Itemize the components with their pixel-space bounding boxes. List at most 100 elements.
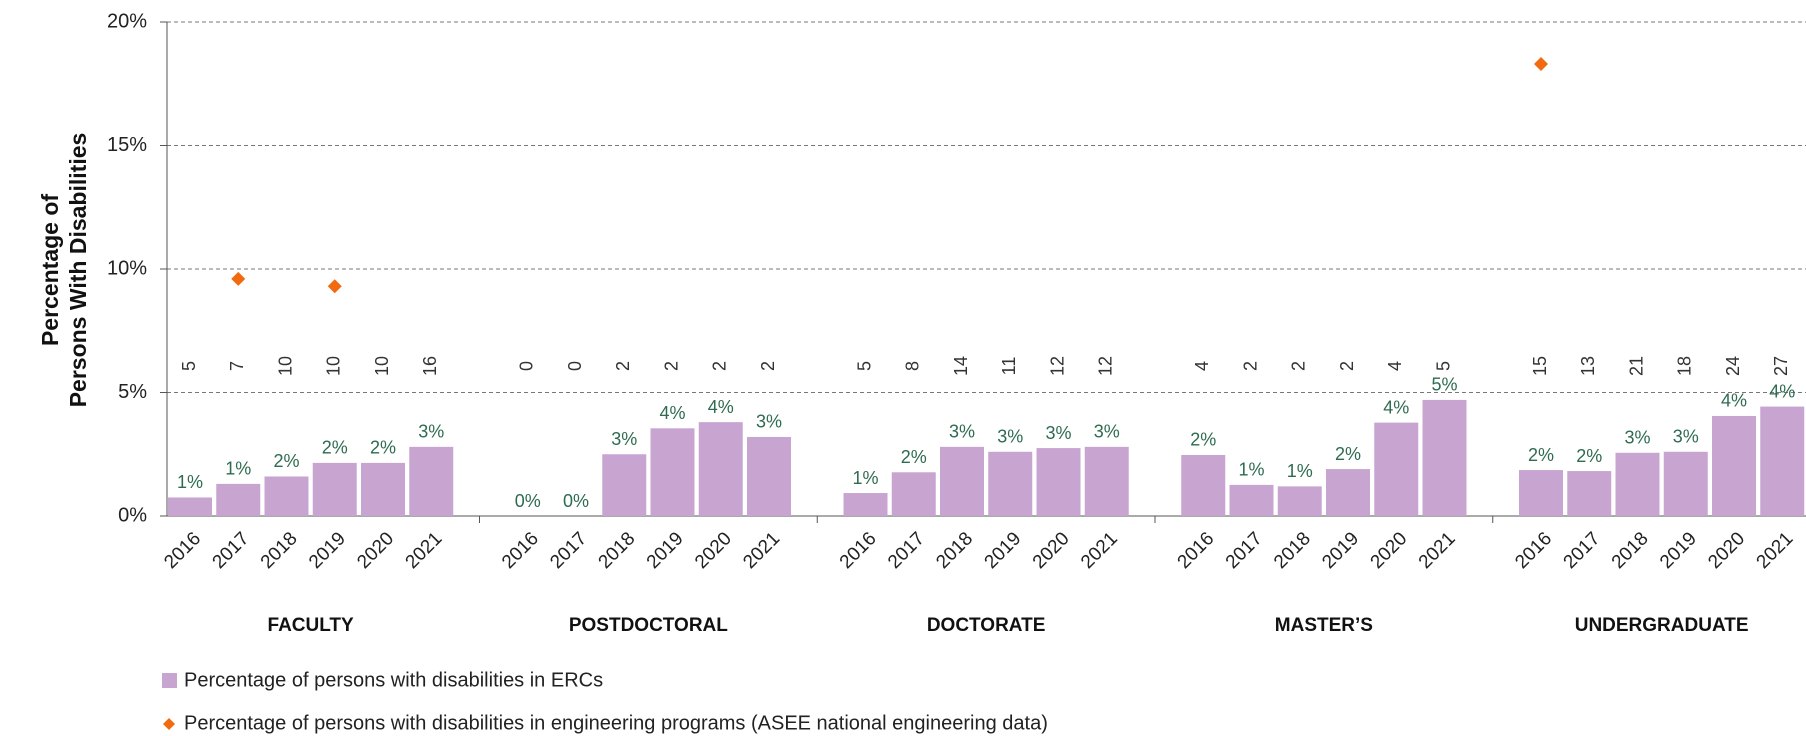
diamond [231,271,246,286]
value-label: 2% [1335,444,1361,464]
y-tick-label: 15% [107,134,147,156]
legend-swatch [163,718,175,730]
value-label: 3% [756,412,782,432]
value-label: 1% [852,468,878,488]
value-label: 0% [515,491,541,511]
value-label: 2% [370,438,396,458]
legend-label: Percentage of persons with disabilities … [184,712,1048,734]
bar [1374,422,1419,516]
value-label: 1% [225,459,251,479]
bar [940,446,984,516]
count-label: 8 [903,361,923,371]
count-label: 14 [951,356,971,376]
value-label: 2% [1528,445,1554,465]
count-label: 2 [1289,361,1309,371]
value-label: 4% [708,397,734,417]
bar [1084,446,1129,516]
count-label: 0 [565,361,585,371]
value-label: 3% [949,422,975,442]
value-label: 3% [997,427,1023,447]
bar [1712,415,1756,516]
x-tick-label: 2018 [595,528,640,573]
y-axis-label: Percentage of [37,194,63,346]
x-tick-label: 2019 [305,528,350,573]
x-tick-label: 2021 [1077,528,1122,573]
value-label: 2% [1190,430,1216,450]
value-label: 3% [418,422,444,442]
x-tick-label: 2016 [836,528,881,573]
x-tick-label: 2021 [1753,528,1798,573]
count-label: 27 [1771,356,1791,376]
value-label: 2% [901,447,927,467]
bar [602,454,647,516]
bar [264,476,309,516]
count-label: 13 [1578,356,1598,376]
count-label: 2 [1337,361,1357,371]
x-tick-label: 2016 [1511,528,1556,573]
value-label: 3% [1045,423,1071,443]
x-tick-label: 2017 [546,528,591,573]
group-label: UNDERGRADUATE [1575,615,1749,636]
bar [1663,451,1708,516]
x-tick-label: 2017 [209,528,254,573]
count-label: 11 [999,357,1019,376]
value-label: 4% [1383,397,1409,417]
value-label: 2% [1576,446,1602,466]
count-label: 2 [661,361,681,371]
x-tick-label: 2020 [1367,528,1412,573]
x-tick-label: 2020 [353,528,398,573]
bar [1181,454,1226,516]
bar [1760,406,1805,516]
count-label: 4 [1385,361,1405,371]
x-tick-label: 2019 [643,528,688,573]
count-label: 15 [1530,356,1550,376]
count-label: 18 [1675,356,1695,376]
bar [1326,469,1370,516]
x-tick-label: 2016 [1174,528,1219,573]
bar [891,472,936,516]
x-tick-label: 2021 [739,528,784,573]
y-tick-label: 20% [107,10,147,32]
x-tick-label: 2018 [1270,528,1315,573]
bar [1277,486,1322,516]
value-label: 4% [1721,391,1747,411]
value-label: 3% [1094,422,1120,442]
x-tick-label: 2017 [884,528,929,573]
bar [1229,484,1274,516]
x-tick-label: 2019 [981,528,1026,573]
x-tick-label: 2019 [1318,528,1363,573]
value-label: 3% [1673,427,1699,447]
bar [1519,470,1563,516]
count-label: 2 [1240,361,1260,371]
value-label: 3% [1624,428,1650,448]
bar [168,497,212,516]
value-label: 4% [1769,381,1795,401]
count-label: 5 [854,361,874,371]
group-label: DOCTORATE [927,615,1046,636]
count-label: 5 [1433,361,1453,371]
x-tick-label: 2017 [1560,528,1605,573]
count-label: 5 [179,361,199,371]
count-label: 12 [1096,356,1116,376]
bar [216,483,261,516]
value-label: 1% [1238,460,1264,480]
count-label: 2 [710,361,730,371]
x-tick-label: 2016 [160,528,205,573]
count-label: 2 [758,361,778,371]
value-label: 0% [563,491,589,511]
value-label: 1% [177,472,203,492]
x-tick-label: 2018 [1608,528,1653,573]
count-label: 2 [613,361,633,371]
value-label: 2% [322,438,348,458]
legend-label: Percentage of persons with disabilities … [184,669,603,691]
group-label: MASTER’S [1275,615,1373,636]
count-label: 4 [1192,361,1212,371]
x-tick-label: 2020 [1704,528,1749,573]
value-label: 5% [1431,375,1457,395]
count-label: 16 [420,356,440,376]
bar [988,451,1033,516]
x-tick-label: 2017 [1222,528,1267,573]
x-tick-label: 2021 [1415,528,1460,573]
count-label: 24 [1723,356,1743,376]
count-label: 10 [372,356,392,376]
